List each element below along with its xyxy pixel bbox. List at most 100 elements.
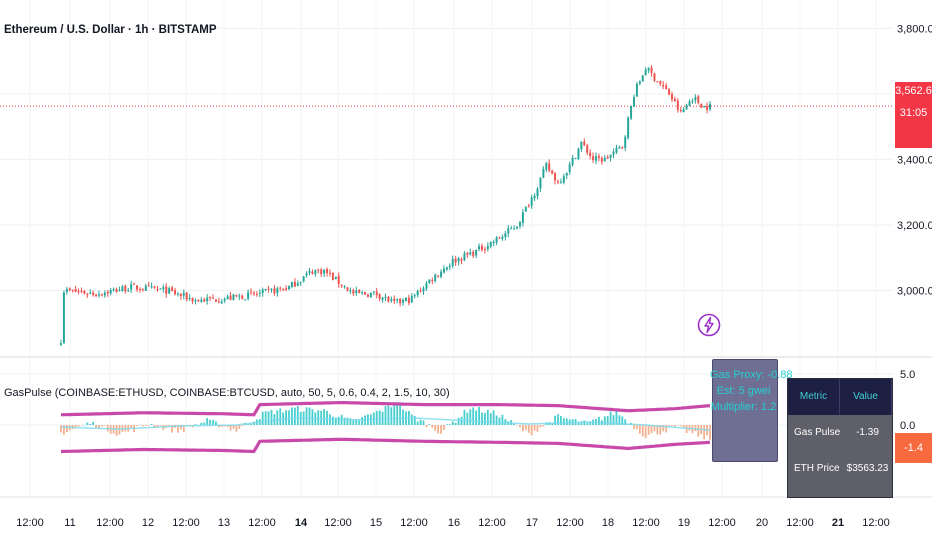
candle-body	[261, 289, 264, 293]
candle-body	[144, 285, 147, 291]
candle-body	[223, 298, 226, 301]
histogram-bar	[179, 425, 182, 430]
candle-body	[60, 343, 62, 345]
lower-band-line	[60, 437, 711, 454]
candle-body	[653, 73, 656, 81]
candle-body	[495, 237, 498, 243]
histogram-bar	[103, 425, 106, 426]
candle-body	[299, 281, 302, 283]
candle-body	[130, 284, 133, 290]
histogram-bar	[419, 419, 422, 425]
candle-body	[314, 270, 317, 275]
x-tick-label: 12:00	[16, 517, 44, 529]
candle-body	[647, 67, 650, 71]
candle-body	[454, 258, 457, 263]
candle-body	[83, 291, 86, 294]
histogram-bar	[168, 425, 171, 427]
candle-body	[466, 252, 469, 255]
candle-body	[504, 233, 507, 237]
candle-body	[706, 106, 709, 110]
candle-body	[662, 84, 665, 87]
candle-body	[659, 81, 662, 85]
metric-header: Metric	[788, 379, 840, 415]
histogram-bar	[557, 414, 559, 425]
candle-body	[673, 98, 676, 102]
histogram-bar	[83, 424, 86, 426]
lightning-icon[interactable]	[697, 313, 721, 337]
candle-body	[700, 103, 703, 108]
candle-body	[109, 290, 112, 294]
candle-body	[583, 141, 586, 146]
histogram-bar	[399, 403, 402, 425]
candle-body	[697, 96, 700, 103]
histogram-bar	[513, 423, 516, 425]
candle-body	[311, 271, 314, 274]
candle-body	[308, 270, 311, 273]
candle-body	[533, 195, 536, 199]
metric-name: ETH Price	[794, 463, 840, 474]
histogram-bar	[80, 425, 83, 426]
histogram-bar	[182, 425, 185, 432]
candle-body	[384, 296, 387, 299]
candle-body	[630, 106, 633, 119]
histogram-bar	[65, 425, 68, 432]
histogram-bar	[434, 425, 437, 431]
x-tick-label: 12:00	[478, 517, 506, 529]
histogram-bar	[562, 418, 565, 425]
x-tick-label: 20	[756, 517, 768, 529]
candle-body	[194, 300, 197, 302]
candle-body	[165, 286, 168, 294]
histogram-bar	[647, 425, 650, 435]
candle-body	[68, 288, 71, 291]
indicator-title[interactable]: GasPulse (COINBASE:ETHUSD, COINBASE:BTCU…	[4, 387, 450, 399]
histogram-bar	[162, 425, 165, 431]
signal-line	[60, 417, 711, 431]
histogram-bar	[612, 415, 615, 425]
histogram-bar	[565, 418, 568, 425]
histogram-bar	[671, 425, 673, 426]
candle-body	[545, 163, 548, 170]
histogram-bar	[481, 412, 483, 425]
histogram-bar	[215, 421, 217, 425]
candle-body	[112, 289, 115, 291]
histogram-bar	[358, 420, 361, 425]
candle-body	[425, 283, 428, 289]
candle-body	[264, 289, 267, 291]
histogram-bar	[247, 424, 249, 425]
candle-body	[539, 177, 542, 189]
candle-body	[390, 299, 393, 301]
histogram-bar	[580, 421, 583, 425]
histogram-bar	[86, 422, 89, 425]
histogram-bar	[343, 417, 346, 425]
candle-body	[559, 181, 562, 183]
candle-body	[404, 297, 407, 301]
candle-body	[624, 136, 627, 148]
candle-body	[162, 287, 165, 290]
candle-body	[463, 253, 466, 261]
candle-body	[577, 148, 580, 159]
histogram-bar	[402, 409, 404, 425]
candle-body	[62, 292, 65, 343]
y-tick-label: 3,400.0	[897, 154, 932, 166]
candle-body	[232, 294, 235, 300]
histogram-bar	[533, 425, 536, 431]
candle-body	[156, 288, 159, 290]
candle-body	[486, 245, 489, 250]
value-header: Value	[840, 379, 892, 415]
histogram-bar	[554, 415, 556, 425]
candle-body	[501, 236, 504, 239]
histogram-bar	[264, 411, 267, 425]
candle-body	[472, 251, 475, 256]
candle-body	[191, 298, 194, 302]
y-tick-label: 3,000.0	[897, 285, 932, 297]
candle-body	[612, 151, 615, 155]
candle-body	[282, 288, 285, 290]
histogram-bar	[542, 425, 545, 427]
candle-body	[188, 297, 191, 299]
candle-body	[691, 100, 694, 102]
candle-body	[197, 299, 200, 302]
histogram-bar	[478, 407, 480, 425]
histogram-bar	[445, 424, 448, 425]
candle-body	[670, 94, 673, 100]
